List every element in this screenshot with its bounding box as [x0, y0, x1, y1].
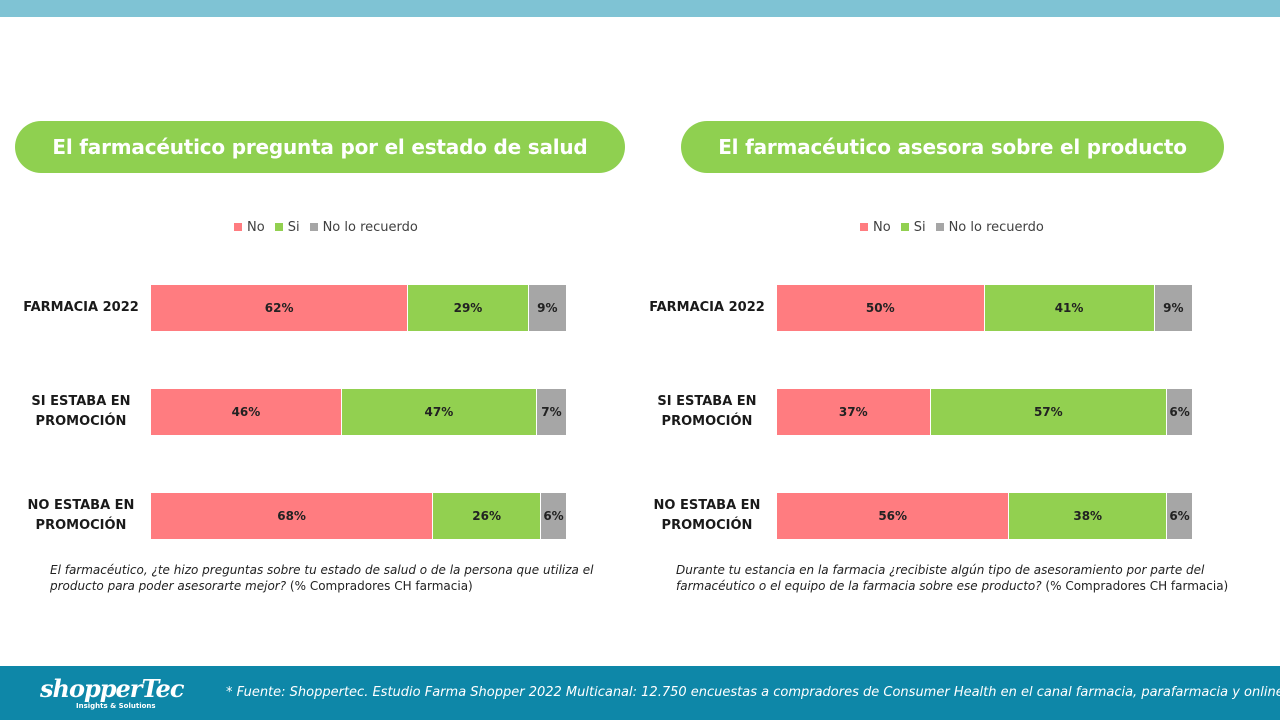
bar-row: 46% 47% 7%: [151, 389, 566, 435]
category-label: SI ESTABA EN PROMOCIÓN: [644, 389, 770, 435]
bar-segment-si: 26%: [433, 493, 542, 539]
logo-name: shopperTec: [40, 674, 184, 703]
legend-swatch: [935, 223, 944, 231]
legend-label: No lo recuerdo: [322, 219, 418, 235]
question-text: El farmacéutico, ¿te hizo preguntas sobr…: [50, 563, 594, 593]
bar-segment-no-recuerdo: 9%: [1154, 285, 1192, 331]
base-text: (% Compradores CH farmacia): [1041, 579, 1229, 593]
legend-item-si: Si: [900, 219, 926, 235]
category-label: SI ESTABA EN PROMOCIÓN: [18, 389, 144, 435]
legend-swatch: [860, 223, 868, 231]
legend-right: No Si No lo recuerdo: [860, 219, 1054, 235]
bar-row: 50% 41% 9%: [777, 285, 1192, 331]
category-text: SI ESTABA EN PROMOCIÓN: [31, 394, 131, 429]
legend-item-si: Si: [274, 219, 300, 235]
data-label: 9%: [537, 301, 558, 315]
bar-segment-si: 29%: [408, 285, 529, 331]
data-label: 62%: [264, 301, 294, 315]
data-label: 6%: [1169, 509, 1190, 523]
legend-label: No lo recuerdo: [948, 219, 1044, 235]
data-label: 29%: [453, 301, 483, 315]
top-accent-bar: [0, 0, 1280, 17]
bar-segment-no: 46%: [151, 389, 342, 435]
logo-tagline: Insights & Solutions: [76, 702, 156, 710]
category-label: NO ESTABA EN PROMOCIÓN: [644, 493, 770, 539]
data-label: 6%: [1169, 405, 1190, 419]
bar-segment-no: 50%: [777, 285, 985, 331]
legend-item-no: No: [234, 220, 265, 235]
question-text: Durante tu estancia en la farmacia ¿reci…: [676, 563, 1205, 593]
question-note-left: El farmacéutico, ¿te hizo preguntas sobr…: [50, 562, 610, 594]
bar-segment-no: 37%: [777, 389, 931, 435]
bar-segment-no: 56%: [777, 493, 1010, 539]
bar-row: 62% 29% 9%: [151, 285, 566, 331]
base-text: (% Compradores CH farmacia): [286, 579, 473, 593]
category-text: FARMACIA 2022: [23, 300, 139, 315]
bar-row: 37% 57% 6%: [777, 389, 1192, 435]
legend-item-no-recuerdo: No lo recuerdo: [935, 219, 1044, 235]
category-text: FARMACIA 2022: [649, 300, 765, 315]
legend-label: No: [247, 219, 265, 235]
bar-segment-no-recuerdo: 9%: [528, 285, 566, 331]
data-label: 37%: [838, 405, 868, 419]
data-label: 41%: [1054, 301, 1084, 315]
data-label: 47%: [424, 405, 454, 419]
legend-swatch: [900, 223, 909, 231]
bar-segment-no: 62%: [151, 285, 409, 331]
source-note: * Fuente: Shoppertec. Estudio Farma Shop…: [226, 685, 1280, 700]
data-label: 6%: [543, 509, 564, 523]
legend-item-no: No: [860, 220, 891, 235]
question-note-right: Durante tu estancia en la farmacia ¿reci…: [676, 562, 1236, 594]
chart-title-left: El farmacéutico pregunta por el estado d…: [15, 121, 625, 173]
bar-segment-si: 38%: [1009, 493, 1168, 539]
category-label: FARMACIA 2022: [18, 285, 144, 331]
bar-segment-no-recuerdo: 6%: [1167, 493, 1192, 539]
data-label: 68%: [277, 509, 306, 523]
bar-segment-no-recuerdo: 6%: [541, 493, 566, 539]
data-label: 46%: [231, 405, 261, 419]
data-label: 38%: [1073, 509, 1103, 523]
legend-left: No Si No lo recuerdo: [234, 219, 428, 235]
data-label: 56%: [878, 509, 908, 523]
category-text: NO ESTABA EN PROMOCIÓN: [653, 498, 761, 533]
legend-label: No: [873, 219, 891, 235]
category-label: NO ESTABA EN PROMOCIÓN: [18, 493, 144, 539]
category-text: SI ESTABA EN PROMOCIÓN: [657, 394, 757, 429]
legend-swatch: [234, 223, 242, 231]
legend-item-no-recuerdo: No lo recuerdo: [309, 219, 418, 235]
chart-title-right: El farmacéutico asesora sobre el product…: [681, 121, 1224, 173]
bar-segment-si: 57%: [930, 389, 1168, 435]
legend-swatch: [309, 223, 318, 231]
legend-swatch: [274, 223, 283, 231]
category-text: NO ESTABA EN PROMOCIÓN: [27, 498, 135, 533]
data-label: 26%: [472, 509, 501, 523]
footer-bar: shopperTec Insights & Solutions * Fuente…: [0, 666, 1280, 720]
legend-label: Si: [287, 219, 300, 235]
legend-label: Si: [913, 219, 926, 235]
data-label: 50%: [865, 301, 895, 315]
bar-segment-no-recuerdo: 6%: [1167, 389, 1192, 435]
bar-segment-no: 68%: [151, 493, 434, 539]
shoppertec-logo: shopperTec Insights & Solutions: [40, 674, 184, 711]
bar-row: 68% 26% 6%: [151, 493, 566, 539]
data-label: 9%: [1163, 301, 1184, 315]
bar-segment-si: 47%: [341, 389, 537, 435]
category-label: FARMACIA 2022: [644, 285, 770, 331]
bar-row: 56% 38% 6%: [777, 493, 1192, 539]
bar-segment-no-recuerdo: 7%: [536, 389, 566, 435]
bar-segment-si: 41%: [984, 285, 1155, 331]
data-label: 7%: [541, 405, 562, 419]
data-label: 57%: [1033, 405, 1063, 419]
